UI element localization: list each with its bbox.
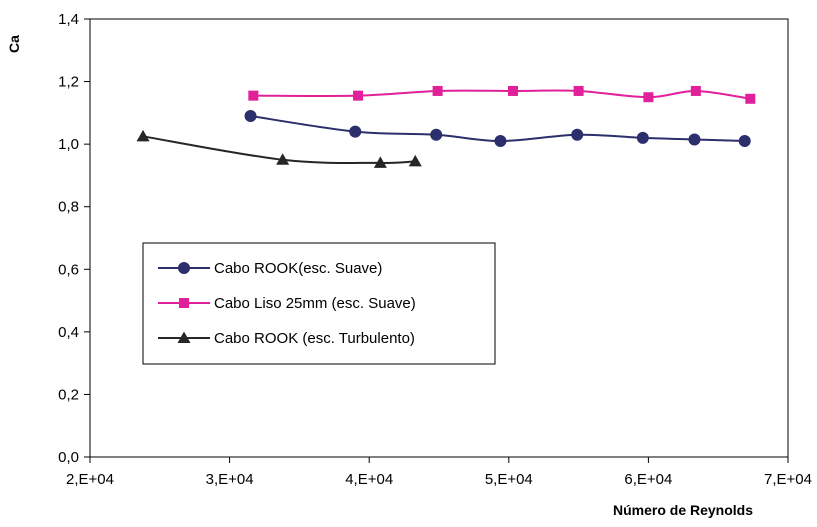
series-3 — [136, 129, 422, 168]
y-tick-label: 0,4 — [58, 324, 79, 341]
y-tick-label: 1,0 — [58, 136, 79, 153]
axes: 0,0 0,2 0,4 0,6 0,8 1,0 1,2 1,4 2,E+04 3,E+04 4,E+… — [58, 11, 812, 488]
x-tick-label: 7,E+04 — [764, 471, 812, 488]
data-point-circle — [738, 135, 751, 148]
data-point-circle — [494, 135, 507, 148]
series-layer — [136, 85, 756, 168]
data-point-triangle — [136, 129, 150, 142]
legend-label: Cabo ROOK(esc. Suave) — [214, 260, 382, 277]
data-point-square — [248, 90, 259, 101]
x-tick-label: 5,E+04 — [485, 471, 533, 488]
data-point-circle — [688, 133, 701, 146]
legend-item: Cabo Liso 25mm (esc. Suave) — [158, 295, 416, 312]
data-point-circle — [244, 109, 257, 122]
legend-marker-triangle — [177, 331, 191, 343]
plot-area-frame — [89, 18, 789, 458]
series-2 — [248, 85, 756, 104]
y-tick-label: 0,6 — [58, 261, 79, 278]
legend-marker-square — [179, 298, 189, 308]
legend-marker-circle — [178, 262, 190, 274]
legend-item: Cabo ROOK (esc. Turbulento) — [158, 330, 415, 347]
legend: Cabo ROOK(esc. Suave) Cabo Liso 25mm (esc… — [142, 242, 496, 365]
data-point-square — [745, 93, 756, 104]
legend-label: Cabo Liso 25mm (esc. Suave) — [214, 295, 416, 312]
data-point-square — [432, 85, 443, 96]
data-point-circle — [636, 131, 649, 144]
y-tick-label: 1,2 — [58, 74, 79, 91]
x-tick-label: 3,E+04 — [206, 471, 254, 488]
y-tick-label: 1,4 — [58, 11, 79, 28]
data-point-square — [507, 85, 518, 96]
data-point-circle — [571, 128, 584, 141]
data-point-triangle — [408, 154, 422, 167]
data-point-circle — [349, 125, 362, 138]
x-tick-label: 2,E+04 — [66, 471, 114, 488]
series-line — [142, 135, 416, 164]
data-point-triangle — [373, 156, 387, 168]
data-point-square — [643, 92, 654, 103]
data-point-square — [690, 85, 701, 96]
series-line — [253, 89, 751, 100]
data-point-square — [573, 85, 584, 96]
y-axis-label: Ca — [6, 35, 22, 53]
series-1 — [244, 109, 751, 148]
data-point-triangle — [276, 153, 290, 165]
x-tick-label: 4,E+04 — [345, 471, 393, 488]
data-point-circle — [430, 128, 443, 141]
y-tick-label: 0,0 — [58, 449, 79, 466]
x-tick-label: 6,E+04 — [624, 471, 672, 488]
legend-item: Cabo ROOK(esc. Suave) — [158, 260, 382, 277]
y-tick-label: 0,2 — [58, 386, 79, 403]
y-tick-label: 0,8 — [58, 199, 79, 216]
x-axis-label: Número de Reynolds — [613, 502, 753, 518]
legend-label: Cabo ROOK (esc. Turbulento) — [214, 330, 415, 347]
data-point-square — [353, 90, 364, 101]
